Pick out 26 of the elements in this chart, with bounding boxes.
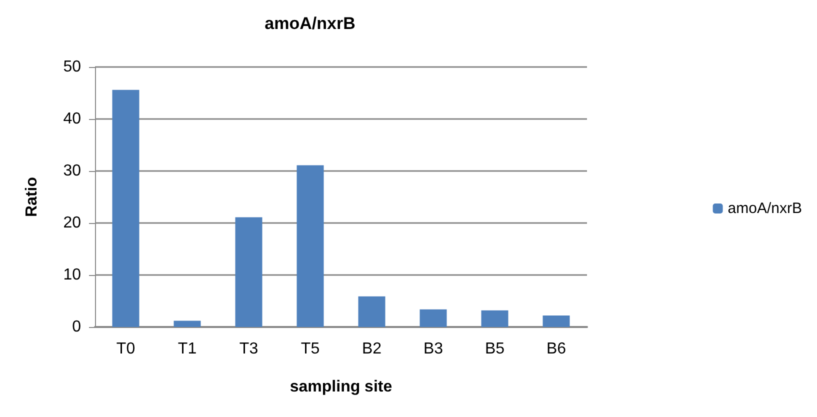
y-tick-label: 20 bbox=[63, 214, 82, 232]
bar bbox=[481, 310, 508, 327]
bar bbox=[358, 296, 386, 327]
bar bbox=[542, 316, 570, 327]
x-tick-label: T1 bbox=[178, 340, 197, 358]
y-tick-label: 0 bbox=[72, 318, 82, 336]
x-tick-label: T3 bbox=[239, 340, 258, 358]
chart-title: amoA/nxrB bbox=[264, 14, 356, 33]
x-tick-label: B3 bbox=[423, 340, 444, 358]
x-tick-label: T5 bbox=[300, 340, 320, 358]
x-axis-title: sampling site bbox=[290, 378, 392, 396]
x-tick-label: B6 bbox=[546, 340, 566, 358]
bar bbox=[174, 320, 201, 327]
legend-label: amoA/nxrB bbox=[728, 200, 802, 217]
x-tick-label: B5 bbox=[484, 340, 505, 358]
y-tick-label: 40 bbox=[63, 110, 82, 128]
y-tick-label: 30 bbox=[63, 162, 82, 180]
y-tick-label: 10 bbox=[63, 266, 82, 284]
bar bbox=[420, 309, 447, 327]
x-tick-label: B2 bbox=[362, 340, 382, 358]
y-axis-title: Ratio bbox=[24, 176, 40, 217]
bar bbox=[235, 217, 262, 327]
bar bbox=[112, 90, 140, 327]
x-tick-label: T0 bbox=[116, 340, 136, 358]
y-tick-label: 50 bbox=[63, 58, 82, 76]
bar bbox=[296, 165, 324, 327]
